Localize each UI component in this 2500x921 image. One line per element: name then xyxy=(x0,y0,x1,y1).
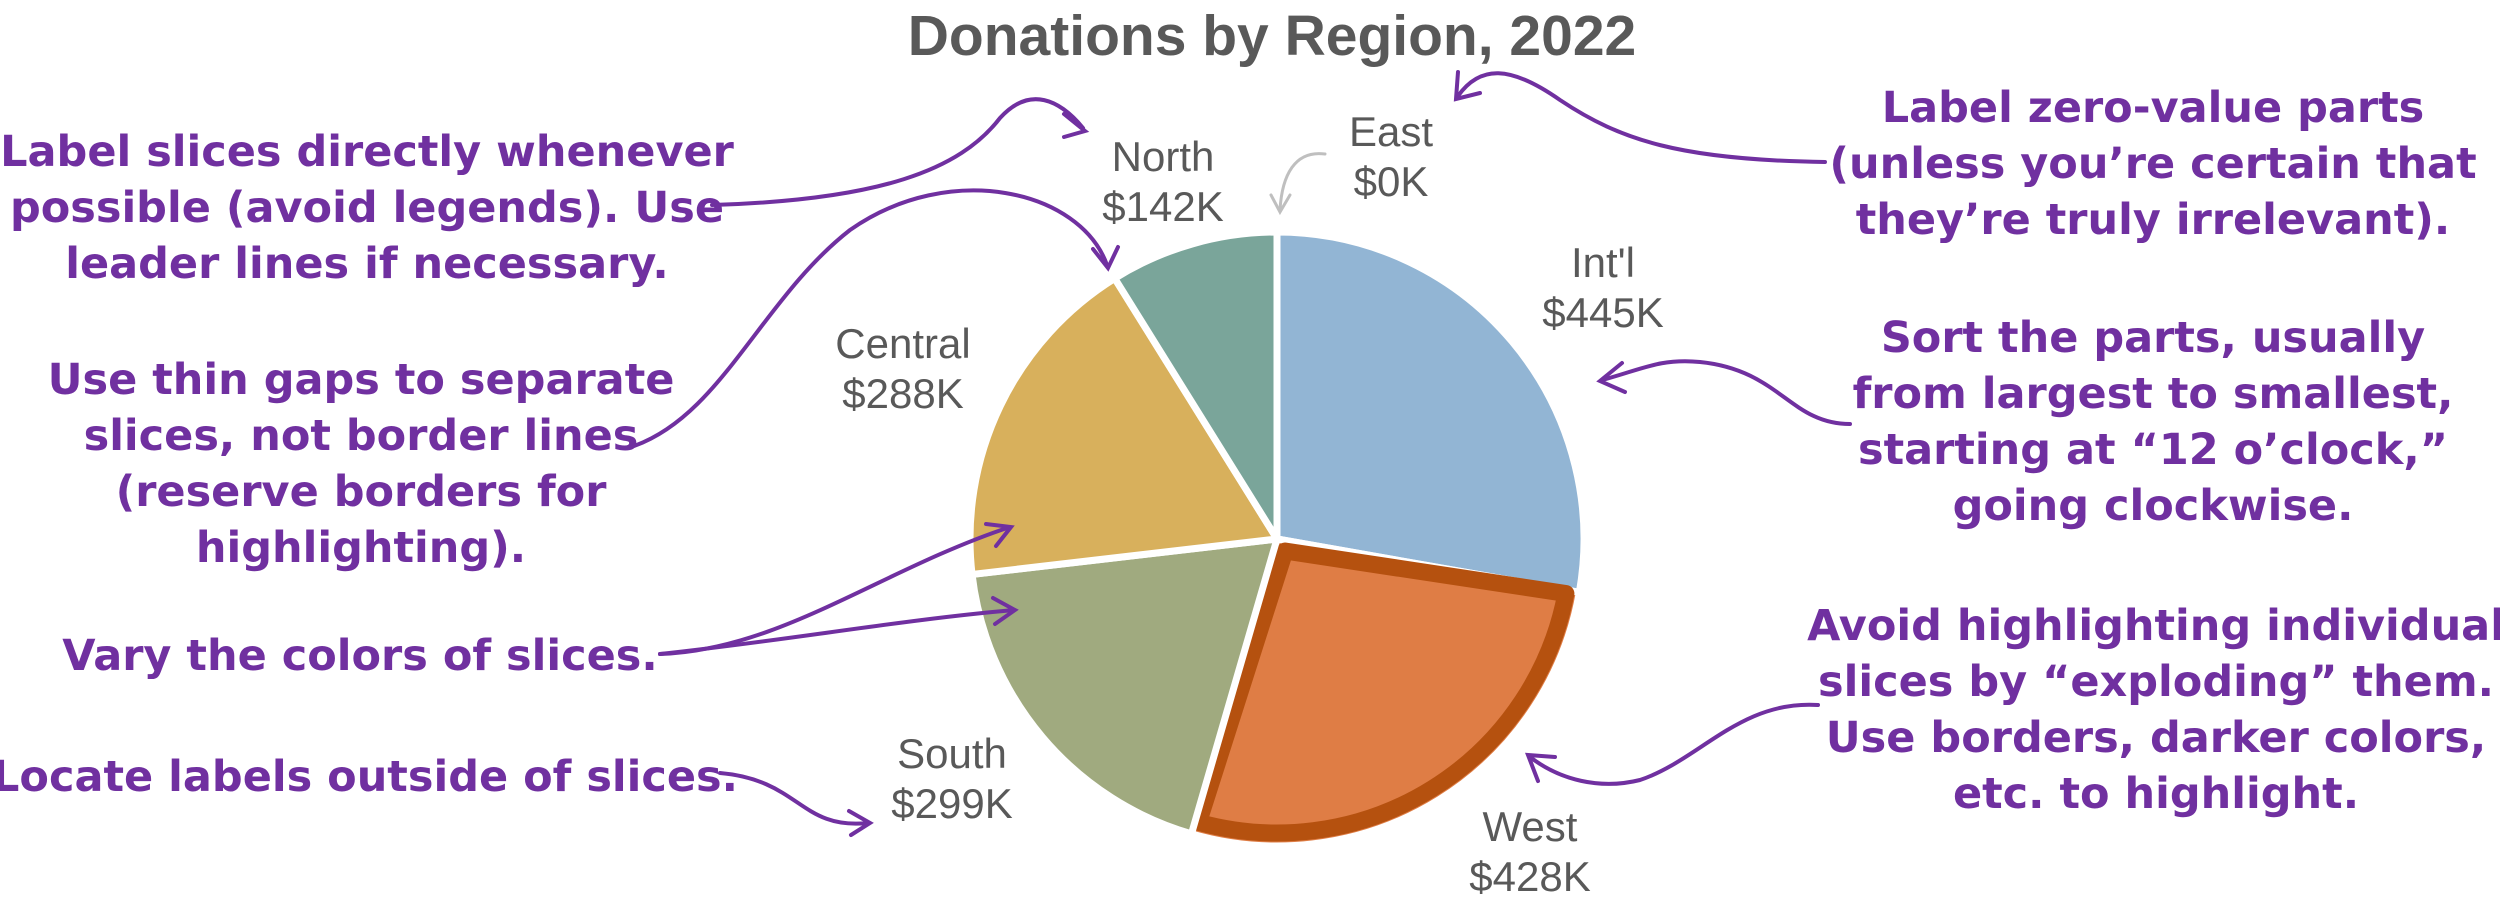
pie-slice-north xyxy=(1111,228,1281,543)
annotation-avoid-exploding-line-2: slices by “exploding” them. xyxy=(1818,657,2494,707)
arrow-zero-value-to-east-label xyxy=(1456,71,1827,164)
annotation-vary-colors-line-1: Vary the colors of slices. xyxy=(62,631,657,681)
slice-value-east: $0K xyxy=(1354,158,1429,205)
annotation-thin-gaps: Use thin gaps to separate slices, not bo… xyxy=(48,355,675,573)
annotation-avoid-exploding-line-3: Use borders, darker colors, xyxy=(1826,713,2486,763)
annotation-avoid-exploding-line-1: Avoid highlighting individual xyxy=(1807,601,2500,651)
annotation-sort-parts-line-2: from largest to smallest, xyxy=(1853,369,2454,419)
slice-value-central: $288K xyxy=(842,370,963,417)
annotation-labels-outside-line-1: Locate labels outside of slices. xyxy=(0,752,738,802)
annotation-zero-value-line-2: (unless you’re certain that xyxy=(1829,139,2476,189)
arrow-thin-gaps-to-gap xyxy=(626,188,1109,450)
annotation-label-directly: Label slices directly whenever possible … xyxy=(0,127,735,289)
slice-value-intl: $445K xyxy=(1542,289,1663,336)
pie-slice-west-highlight-border xyxy=(1189,542,1575,842)
arrow-vary-colors-arrowhead-b xyxy=(991,596,1019,626)
annotation-zero-value: Label zero-value parts (unless you’re ce… xyxy=(1829,83,2476,245)
slice-label-intl: Int'l xyxy=(1571,239,1635,286)
annotation-thin-gaps-line-4: highlighting). xyxy=(196,523,526,573)
slice-label-north: North xyxy=(1112,133,1215,180)
arrow-vary-colors-to-south xyxy=(658,608,1016,656)
pie-slice-central xyxy=(966,274,1281,578)
arrow-labels-outside-to-south-label xyxy=(718,771,870,826)
annotation-avoid-exploding: Avoid highlighting individual slices by … xyxy=(1807,601,2500,819)
slice-value-west: $428K xyxy=(1469,853,1590,900)
annotation-zero-value-line-1: Label zero-value parts xyxy=(1882,83,2425,133)
arrow-sort-arrowhead xyxy=(1596,361,1627,394)
arrow-label-directly-arrowhead-a xyxy=(1062,112,1090,139)
annotation-arrows xyxy=(626,70,1852,837)
chart-title: Donations by Region, 2022 xyxy=(908,4,1636,68)
annotation-avoid-exploding-line-4: etc. to highlight. xyxy=(1953,769,2359,819)
arrow-label-directly-to-north-label xyxy=(710,97,1085,207)
slice-label-south: South xyxy=(897,730,1007,777)
annotation-sort-parts-line-4: going clockwise. xyxy=(1953,481,2354,531)
annotation-sort-parts-line-1: Sort the parts, usually xyxy=(1881,313,2425,363)
annotation-zero-value-line-3: they’re truly irrelevant). xyxy=(1856,195,2451,245)
arrow-avoid-exploding-arrowhead xyxy=(1525,752,1557,783)
arrow-avoid-exploding-to-west-slice xyxy=(1528,702,1820,786)
pie-slice-west xyxy=(1187,535,1583,850)
leader-line-east-arrowhead xyxy=(1269,193,1292,216)
arrow-vary-colors-arrowhead-a xyxy=(984,522,1015,548)
leader-line-east xyxy=(1278,152,1327,212)
annotation-label-directly-line-3: leader lines if necessary. xyxy=(65,239,669,289)
arrow-zero-value-arrowhead xyxy=(1453,70,1482,102)
slice-label-west: West xyxy=(1483,803,1578,850)
slice-label-central: Central xyxy=(835,320,970,367)
pie-slices xyxy=(966,228,1588,850)
arrow-vary-colors-to-central xyxy=(658,525,1012,656)
arrow-thin-gaps-arrowhead xyxy=(1091,245,1120,272)
annotation-thin-gaps-line-3: (reserve borders for xyxy=(116,467,608,517)
slice-labels: Int'l$445K West$428K South$299K Central$288… xyxy=(835,108,1663,900)
slice-value-south: $299K xyxy=(891,780,1012,827)
annotation-label-directly-line-2: possible (avoid legends). Use xyxy=(10,183,724,233)
annotation-labels-outside: Locate labels outside of slices. xyxy=(0,752,738,802)
arrow-sort-to-intl-slice xyxy=(1600,359,1852,426)
annotation-vary-colors: Vary the colors of slices. xyxy=(62,631,657,681)
slice-label-east: East xyxy=(1349,108,1433,155)
arrow-labels-outside-arrowhead xyxy=(847,809,874,837)
annotation-sort-parts: Sort the parts, usually from largest to … xyxy=(1853,313,2454,531)
annotation-thin-gaps-line-1: Use thin gaps to separate xyxy=(48,355,675,405)
annotation-thin-gaps-line-2: slices, not border lines xyxy=(84,411,639,461)
pie-slice-intl xyxy=(1273,228,1588,596)
slice-value-north: $142K xyxy=(1102,183,1223,230)
annotation-label-directly-line-1: Label slices directly whenever xyxy=(0,127,735,177)
annotation-sort-parts-line-3: starting at “12 o’clock,” xyxy=(1858,425,2448,475)
